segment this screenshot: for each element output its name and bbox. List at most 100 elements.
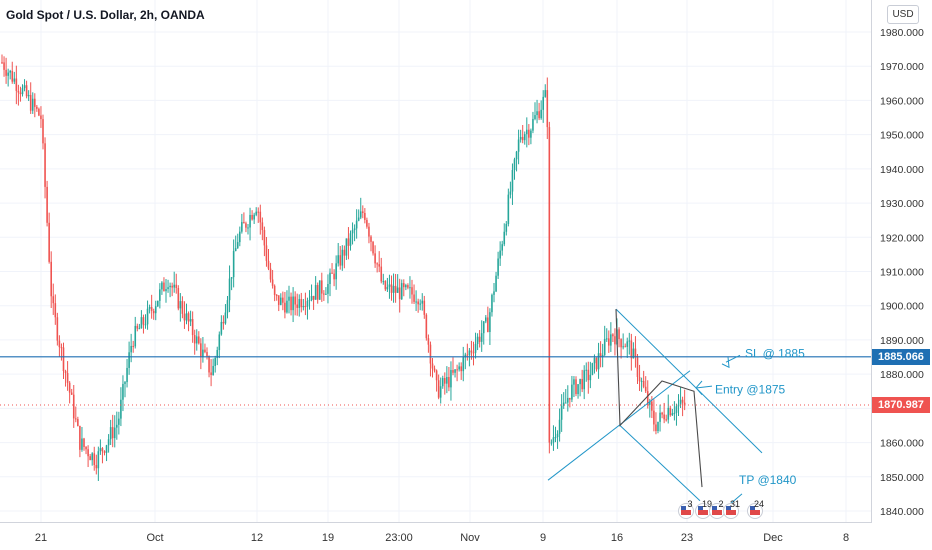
candle-body [36,106,38,109]
candle-body [27,94,30,97]
candle-body [89,456,91,461]
flag-canton [681,506,686,510]
candle-body [370,236,372,242]
candle-body [396,287,399,293]
candle-body [105,445,108,453]
candle-body [562,402,565,406]
price-tick-label: 1910.000 [880,267,924,279]
event-markers: 3 19 2 31 24 [678,499,765,519]
candle-body [267,260,270,269]
candle-body [13,78,16,82]
candle-body [519,136,522,140]
last-price-badge: 1870.987 [872,396,930,413]
candle-body [212,365,214,376]
candle-body [614,336,616,345]
candle-body [46,186,48,223]
candle-body [507,194,510,224]
candle-body [595,357,598,370]
candle-body [677,404,680,407]
candle-body [431,363,434,369]
candle-body [362,211,364,213]
candle-body [263,230,266,246]
candle-body [138,328,141,330]
candle-body [419,303,421,305]
flag-stripe [726,510,736,515]
event-marker-icon[interactable]: 24 [747,499,765,519]
candle-body [423,300,426,315]
candle-body [292,296,294,311]
currency-button[interactable]: USD [887,5,919,24]
candle-body [52,296,55,304]
price-axis [871,0,932,550]
candle-body [316,285,319,300]
candle-body [175,284,178,289]
candle-body [427,338,430,345]
candle-body [485,317,487,322]
candle-body [435,370,438,381]
event-marker-icon[interactable]: 3 [678,499,694,519]
candle-body [441,378,444,387]
candle-body [388,284,391,287]
candle-body [517,139,520,152]
candle-body [603,338,606,355]
candle-body [79,425,81,450]
flag-canton [726,506,731,510]
price-tick-label: 1930.000 [880,198,924,210]
event-marker-icon[interactable]: 19 [695,499,713,519]
candle-body [93,453,96,466]
candle-body [511,170,514,192]
entry-arrow [696,385,713,389]
time-tick-label: 23:00 [385,532,413,544]
time-tick-label: 9 [540,532,546,544]
candle-body [159,289,161,301]
candle-body [390,284,393,293]
candle-body [116,424,118,428]
candle-body [456,369,458,371]
candle-body [77,419,79,426]
candle-body [148,307,151,309]
candle-body [501,244,503,251]
candle-body [482,321,485,334]
tp-annotation-label: TP @1840 [739,473,797,487]
candle-body [653,410,655,425]
candle-body [294,296,296,305]
candle-body [636,357,639,377]
candle-body [87,449,89,457]
candle-body [464,354,467,358]
candle-body [683,402,686,406]
candle-body [284,302,286,313]
candle-body [226,300,229,313]
candle-body [167,287,169,290]
candle-body [218,334,221,351]
candle-body [181,301,184,314]
candle-body [458,366,460,370]
candle-body [339,255,342,266]
price-tick-label: 1880.000 [880,369,924,381]
event-marker-icon[interactable]: 31 [723,499,741,519]
candle-body [450,370,452,388]
flag-canton [712,506,717,510]
candle-body [111,427,114,439]
candle-body [120,399,122,419]
candle-body [605,338,608,340]
candle-body [249,214,251,228]
candle-body [183,313,186,321]
candle-body [489,312,491,333]
candle-body [575,379,577,395]
candle-body [318,280,321,300]
candle-body [439,386,442,398]
candle-body [122,383,124,400]
sl-price-badge: 1885.066 [872,348,930,365]
candle-body [503,231,506,245]
candle-body [208,356,210,373]
candle-body [163,282,165,292]
candle-body [216,350,219,358]
flag-stripe [712,510,722,515]
candle-body [534,115,536,119]
candle-body [9,70,11,73]
candle-body [187,313,190,322]
candle-body [171,285,173,288]
candle-body [7,72,9,76]
candle-body [669,407,672,416]
